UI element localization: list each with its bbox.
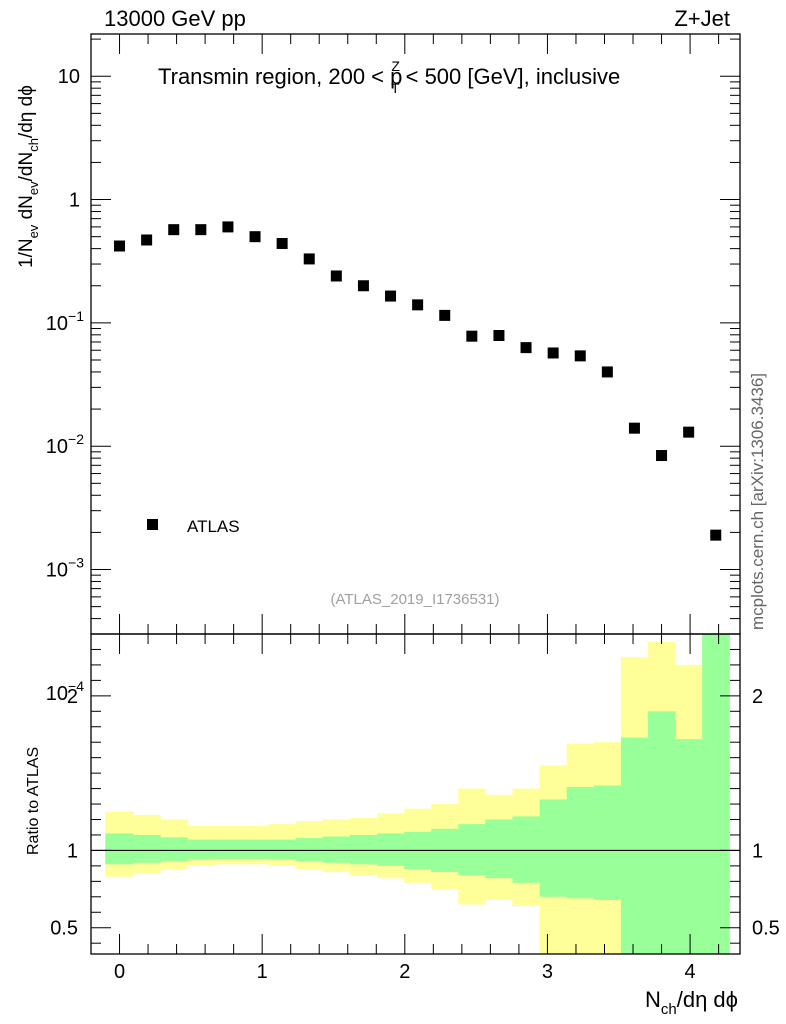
legend-marker	[147, 519, 158, 530]
main-y-tick-label: 10	[58, 66, 80, 88]
data-point	[520, 342, 532, 354]
inner-band-bin	[214, 839, 242, 859]
data-point	[276, 238, 288, 250]
inner-band-bin	[133, 834, 161, 863]
legend-label: ATLAS	[187, 517, 240, 536]
ratio-y-axis-label: Ratio to ATLAS	[25, 747, 42, 855]
inner-band-bin	[512, 816, 541, 883]
inner-band-bin	[241, 839, 270, 859]
header-energy-label: 13000 GeV pp	[104, 6, 246, 31]
ratio-bands	[105, 634, 730, 954]
ratio-y-tick-label-right: 0.5	[752, 918, 780, 940]
main-y-tick-label: 10−1	[46, 308, 84, 335]
data-point	[141, 234, 153, 246]
inner-band-bin	[675, 739, 703, 954]
data-point	[547, 347, 559, 359]
data-point	[656, 450, 668, 462]
inner-band-bin	[322, 836, 351, 863]
inner-band-bin	[702, 634, 730, 954]
inner-band-bin	[295, 838, 324, 862]
data-point	[628, 422, 640, 434]
x-tick-label: 1	[257, 961, 268, 983]
main-plot-frame	[90, 33, 741, 635]
inner-band-bin	[539, 799, 568, 897]
data-point	[222, 221, 234, 233]
main-y-tick-label: 10−3	[46, 555, 84, 582]
analysis-label: (ATLAS_2019_I1736531)	[330, 591, 499, 608]
inner-band-bin	[458, 824, 486, 876]
ratio-plot-frame	[90, 633, 741, 955]
data-point	[601, 366, 613, 378]
inner-band-bin	[105, 833, 134, 865]
inner-band-bin	[620, 737, 649, 954]
x-tick-label: 4	[685, 961, 696, 983]
data-point	[303, 253, 315, 265]
data-point	[330, 270, 342, 282]
data-point	[574, 350, 586, 362]
data-series-atlas	[114, 221, 722, 541]
data-point	[683, 426, 695, 438]
header-process-label: Z+Jet	[674, 6, 730, 31]
main-y-axis-label: 1/Nev dNev/dNch/dη dϕ	[16, 85, 41, 268]
side-source-label: mcplots.cern.ch [arXiv:1306.3436]	[748, 373, 767, 630]
x-tick-label: 0	[114, 961, 125, 983]
data-point	[249, 231, 261, 243]
inner-band-bin	[376, 833, 405, 866]
data-point	[114, 240, 126, 252]
inner-band-bin	[349, 834, 378, 865]
inner-band-bin	[187, 839, 215, 860]
data-point	[466, 330, 478, 342]
data-point	[710, 529, 722, 541]
plot-title: Transmin region, 200 < pZ T < 500 [GeV], …	[158, 58, 620, 96]
inner-band-bin	[160, 837, 188, 862]
main-y-tick-label: 10−2	[46, 431, 84, 458]
ratio-y-tick-label-left: 2	[67, 686, 78, 708]
main-y-axis: 10 1 10−1 10−2 10−3 10−4	[46, 38, 740, 705]
x-tick-label: 3	[542, 961, 553, 983]
ratio-y-axis: 0.5 0.5 1 1 2 2	[50, 633, 780, 944]
ratio-y-tick-label-left: 0.5	[50, 918, 78, 940]
ratio-y-tick-label-right: 1	[752, 840, 763, 862]
data-point	[195, 224, 207, 236]
data-point	[168, 224, 180, 236]
data-point	[439, 309, 451, 321]
inner-band-bin	[593, 785, 622, 900]
inner-band-bin	[647, 711, 676, 954]
data-point	[412, 299, 424, 311]
ratio-x-axis: 0 1 2 3 4	[90, 634, 720, 983]
main-y-tick-label: 10−4	[46, 678, 84, 705]
data-point	[385, 290, 397, 302]
inner-band-bin	[268, 839, 297, 860]
ratio-y-tick-label-right: 2	[752, 686, 763, 708]
data-point	[493, 329, 505, 341]
x-axis-label: Nch/dη dϕ	[645, 987, 738, 1018]
inner-band-bin	[485, 819, 513, 879]
main-y-tick-label: 1	[69, 190, 80, 212]
ratio-y-tick-label-left: 1	[67, 840, 78, 862]
inner-band-bin	[566, 787, 595, 899]
main-x-axis	[90, 34, 720, 634]
data-point	[357, 280, 369, 292]
x-tick-label: 2	[399, 961, 410, 983]
